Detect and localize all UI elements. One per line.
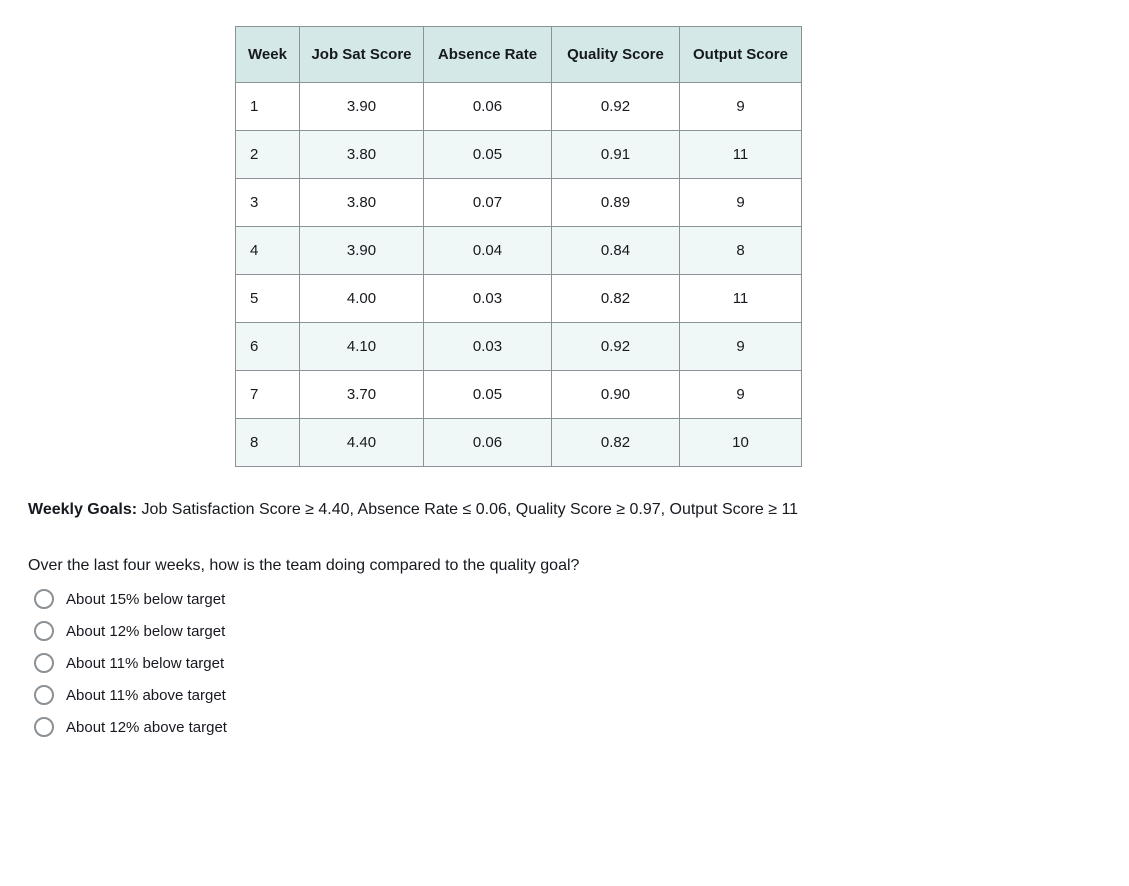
col-header-output: Output Score xyxy=(680,27,802,83)
cell-absence: 0.04 xyxy=(424,227,552,275)
cell-output: 9 xyxy=(680,323,802,371)
option-label: About 12% below target xyxy=(66,623,225,640)
cell-jobsat: 3.90 xyxy=(300,83,424,131)
cell-output: 10 xyxy=(680,419,802,467)
radio-icon xyxy=(34,621,54,641)
cell-week: 4 xyxy=(236,227,300,275)
weekly-goals-text: Weekly Goals: Job Satisfaction Score ≥ 4… xyxy=(28,501,1129,519)
col-header-jobsat: Job Sat Score xyxy=(300,27,424,83)
cell-quality: 0.84 xyxy=(552,227,680,275)
cell-jobsat: 3.90 xyxy=(300,227,424,275)
radio-icon xyxy=(34,685,54,705)
cell-absence: 0.05 xyxy=(424,371,552,419)
cell-week: 8 xyxy=(236,419,300,467)
table-row: 2 3.80 0.05 0.91 11 xyxy=(236,131,802,179)
option-label: About 12% above target xyxy=(66,719,227,736)
table-row: 8 4.40 0.06 0.82 10 xyxy=(236,419,802,467)
cell-week: 1 xyxy=(236,83,300,131)
cell-week: 2 xyxy=(236,131,300,179)
table-row: 6 4.10 0.03 0.92 9 xyxy=(236,323,802,371)
table-header-row: Week Job Sat Score Absence Rate Quality … xyxy=(236,27,802,83)
cell-absence: 0.06 xyxy=(424,83,552,131)
cell-output: 8 xyxy=(680,227,802,275)
cell-week: 6 xyxy=(236,323,300,371)
cell-jobsat: 4.10 xyxy=(300,323,424,371)
cell-quality: 0.92 xyxy=(552,323,680,371)
option-4[interactable]: About 12% above target xyxy=(34,717,1129,737)
option-label: About 15% below target xyxy=(66,591,225,608)
col-header-week: Week xyxy=(236,27,300,83)
answer-options: About 15% below target About 12% below t… xyxy=(34,589,1129,737)
cell-quality: 0.91 xyxy=(552,131,680,179)
weekly-goals-body: Job Satisfaction Score ≥ 4.40, Absence R… xyxy=(137,501,798,518)
cell-quality: 0.82 xyxy=(552,419,680,467)
cell-week: 5 xyxy=(236,275,300,323)
cell-output: 9 xyxy=(680,179,802,227)
cell-output: 9 xyxy=(680,371,802,419)
cell-jobsat: 4.40 xyxy=(300,419,424,467)
table-row: 7 3.70 0.05 0.90 9 xyxy=(236,371,802,419)
data-table: Week Job Sat Score Absence Rate Quality … xyxy=(235,26,802,467)
cell-quality: 0.82 xyxy=(552,275,680,323)
option-label: About 11% above target xyxy=(66,687,226,704)
cell-absence: 0.03 xyxy=(424,323,552,371)
option-0[interactable]: About 15% below target xyxy=(34,589,1129,609)
cell-quality: 0.90 xyxy=(552,371,680,419)
cell-absence: 0.07 xyxy=(424,179,552,227)
cell-jobsat: 4.00 xyxy=(300,275,424,323)
cell-output: 11 xyxy=(680,275,802,323)
option-1[interactable]: About 12% below target xyxy=(34,621,1129,641)
col-header-quality: Quality Score xyxy=(552,27,680,83)
cell-absence: 0.03 xyxy=(424,275,552,323)
cell-absence: 0.05 xyxy=(424,131,552,179)
question-text: Over the last four weeks, how is the tea… xyxy=(28,557,1129,575)
cell-output: 9 xyxy=(680,83,802,131)
cell-quality: 0.92 xyxy=(552,83,680,131)
cell-quality: 0.89 xyxy=(552,179,680,227)
radio-icon xyxy=(34,653,54,673)
cell-output: 11 xyxy=(680,131,802,179)
option-2[interactable]: About 11% below target xyxy=(34,653,1129,673)
weekly-goals-label: Weekly Goals: xyxy=(28,501,137,518)
cell-week: 3 xyxy=(236,179,300,227)
col-header-absence: Absence Rate xyxy=(424,27,552,83)
cell-jobsat: 3.80 xyxy=(300,179,424,227)
table-row: 4 3.90 0.04 0.84 8 xyxy=(236,227,802,275)
radio-icon xyxy=(34,717,54,737)
table-row: 1 3.90 0.06 0.92 9 xyxy=(236,83,802,131)
cell-jobsat: 3.70 xyxy=(300,371,424,419)
cell-absence: 0.06 xyxy=(424,419,552,467)
radio-icon xyxy=(34,589,54,609)
table-row: 3 3.80 0.07 0.89 9 xyxy=(236,179,802,227)
table-row: 5 4.00 0.03 0.82 11 xyxy=(236,275,802,323)
cell-jobsat: 3.80 xyxy=(300,131,424,179)
option-label: About 11% below target xyxy=(66,655,224,672)
option-3[interactable]: About 11% above target xyxy=(34,685,1129,705)
cell-week: 7 xyxy=(236,371,300,419)
